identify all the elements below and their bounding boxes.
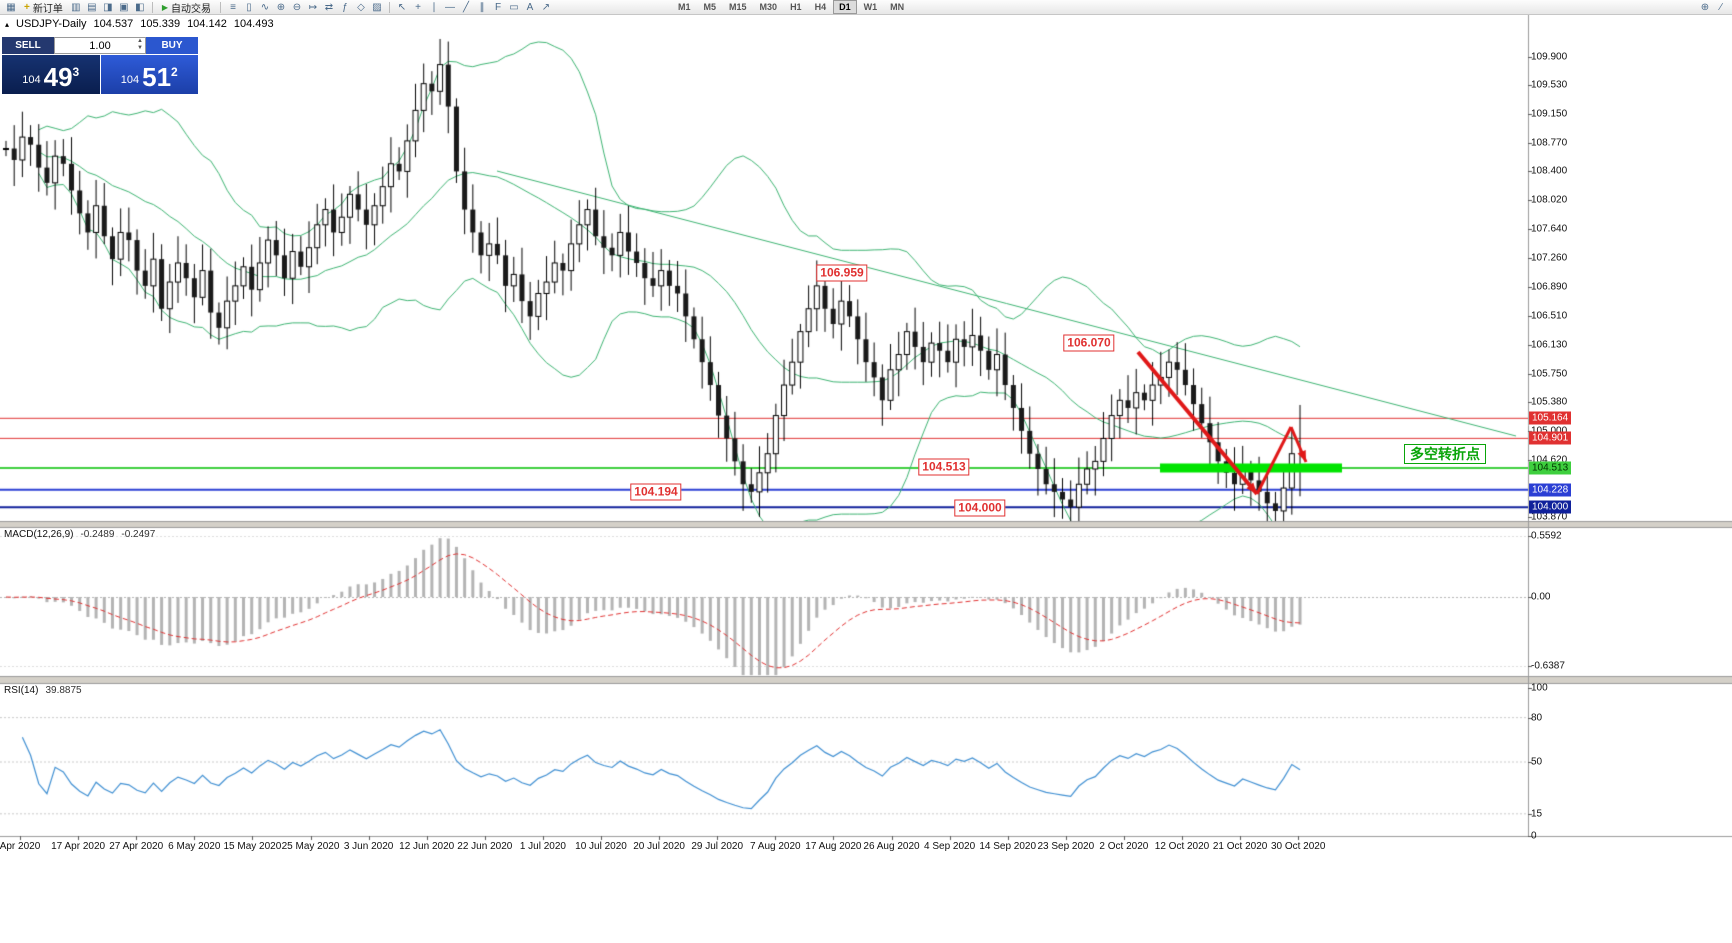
toolbar-chart-group: ≡ ▯ ∿ ⊕ ⊖ ↦ ⇄ ƒ ◇ ▨ [225, 1, 385, 14]
cursor-icon[interactable]: ↖ [397, 1, 407, 13]
timeframe-button-m5[interactable]: M5 [703, 2, 717, 12]
volume-field[interactable]: 1.00 ▲ ▼ [54, 37, 146, 54]
toolbar-right-group: ⊕ ∕ [1697, 1, 1729, 14]
new-order-icon: + [24, 1, 30, 13]
ohlc-high: 105.339 [140, 18, 181, 30]
macd-signal-value: -0.2497 [121, 529, 156, 540]
channel-icon[interactable]: ∥ [479, 1, 485, 13]
timeframe-button-m30[interactable]: M30 [759, 2, 778, 12]
indicators-icon[interactable]: ƒ [342, 1, 348, 13]
timeframe-button-mn[interactable]: MN [890, 2, 905, 12]
autotrading-play-icon: ▶ [161, 2, 168, 12]
symbol-name: USDJPY-Daily [16, 18, 87, 30]
timeframe-button-w1[interactable]: W1 [863, 2, 878, 12]
navigator-icon[interactable]: ◨ [103, 1, 113, 13]
price-chart-canvas[interactable] [0, 15, 1732, 943]
big-buy-price-button[interactable]: 104 51 2 [100, 55, 198, 94]
zoom-in-icon[interactable]: ⊕ [276, 1, 286, 13]
ohlc-open: 104.537 [93, 18, 134, 30]
rsi-value: 39.8875 [45, 685, 82, 696]
toolbar-separator [389, 1, 390, 13]
magnifier-icon[interactable]: ⊕ [1700, 1, 1710, 13]
ohlc-low: 104.142 [187, 18, 227, 30]
rsi-name: RSI(14) [4, 685, 39, 696]
horizontal-line-icon[interactable]: ― [445, 1, 455, 13]
chart-direction-icon: ▴ [5, 19, 10, 29]
bid-big-figure: 49 [43, 62, 73, 92]
candlestick-chart-icon[interactable]: ▯ [246, 1, 252, 13]
trendline-icon[interactable]: ╱ [462, 1, 470, 13]
pencil-icon[interactable]: ∕ [1720, 1, 1722, 13]
volume-decrease-icon[interactable]: ▼ [137, 45, 143, 51]
timeframe-button-m15[interactable]: M15 [729, 2, 747, 12]
volume-increase-icon[interactable]: ▲ [137, 38, 143, 44]
toolbar-separator [220, 1, 221, 13]
toolbar-window-group: ▥ ▤ ◨ ▣ ◧ [68, 1, 148, 14]
new-order-label: 新订单 [32, 3, 63, 15]
crosshair-icon[interactable]: + [415, 1, 421, 13]
toolbar-objects-group: ↖ + ∣ ― ╱ ∥ F ▭ A ↗ [394, 1, 554, 14]
data-window-icon[interactable]: ▤ [87, 1, 97, 13]
bid-prefix: 104 [22, 74, 41, 86]
macd-main-value: -0.2489 [80, 529, 115, 540]
zoom-out-icon[interactable]: ⊖ [292, 1, 302, 13]
timeframe-button-m1[interactable]: M1 [678, 2, 691, 12]
one-click-trading-panel: SELL 1.00 ▲ ▼ BUY 104 49 3 104 51 2 [2, 37, 198, 94]
ohlc-close: 104.493 [233, 18, 274, 30]
text-icon[interactable]: A [526, 1, 534, 13]
vertical-line-icon[interactable]: ∣ [431, 1, 437, 13]
autotrading-label: 自动交易 [171, 3, 211, 15]
shapes-icon[interactable]: ▭ [509, 1, 519, 13]
fibonacci-icon[interactable]: F [494, 1, 502, 13]
macd-indicator-label: MACD(12,26,9) -0.2489 -0.2497 [4, 529, 155, 540]
bar-chart-icon[interactable]: ≡ [230, 1, 236, 13]
bid-pip-fraction: 3 [72, 65, 80, 79]
chart-shift-icon[interactable]: ⇄ [324, 1, 334, 13]
arrow-tools-icon[interactable]: ↗ [541, 1, 551, 13]
toolbar-left-group: ▦ [3, 1, 19, 14]
ask-prefix: 104 [120, 74, 140, 86]
new-chart-icon[interactable]: ▦ [6, 1, 16, 13]
terminal-icon[interactable]: ▣ [119, 1, 129, 13]
volume-value: 1.00 [89, 39, 111, 52]
ask-pip-fraction: 2 [171, 65, 178, 79]
market-watch-icon[interactable]: ▥ [71, 1, 81, 13]
toolbar-separator [151, 1, 153, 13]
rsi-indicator-label: RSI(14) 39.8875 [4, 685, 82, 696]
timeframe-group: M1 M5 M15 M30 H1 H4 D1 W1 MN [672, 0, 910, 14]
autotrading-button[interactable]: ▶ 自动交易 [157, 1, 216, 15]
buy-button[interactable]: BUY [146, 37, 198, 54]
macd-name: MACD(12,26,9) [4, 529, 74, 540]
new-order-button[interactable]: + 新订单 [19, 1, 68, 15]
timeframe-button-h4[interactable]: H4 [814, 2, 827, 12]
auto-scroll-icon[interactable]: ↦ [308, 1, 318, 13]
template-icon[interactable]: ▨ [372, 1, 382, 13]
sell-button[interactable]: SELL [2, 37, 54, 54]
period-icon[interactable]: ◇ [357, 1, 365, 13]
big-sell-price-button[interactable]: 104 49 3 [2, 55, 100, 94]
timeframe-button-d1[interactable]: D1 [833, 0, 857, 14]
line-chart-icon[interactable]: ∿ [260, 1, 270, 13]
toolbar: ▦ + 新订单 ▥ ▤ ◨ ▣ ◧ ▶ 自动交易 ≡ ▯ ∿ ⊕ ⊖ ↦ ⇄ ƒ ◇ ▨ ↖ + ∣ ― ╱ ∥ F ▭… [0, 0, 1732, 15]
timeframe-button-h1[interactable]: H1 [790, 2, 802, 12]
symbol-info-bar: ▴ USDJPY-Daily 104.537 105.339 104.142 1… [5, 18, 274, 30]
ask-big-figure: 51 [142, 62, 172, 92]
strategy-tester-icon[interactable]: ◧ [135, 1, 145, 13]
